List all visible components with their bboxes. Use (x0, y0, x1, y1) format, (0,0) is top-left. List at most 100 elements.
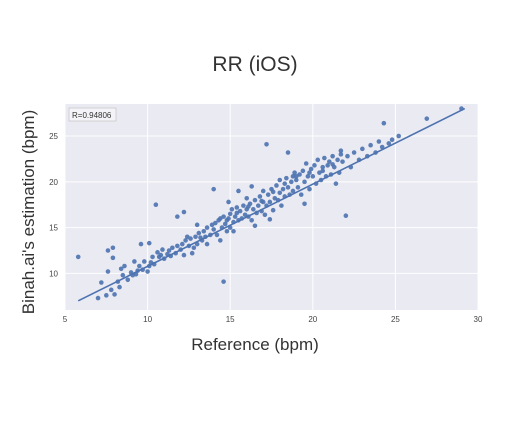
data-point (345, 153, 350, 159)
data-point (170, 245, 175, 251)
data-point (105, 269, 111, 274)
y-axis-label: Binah.ai's estimation (bpm) (19, 110, 38, 315)
data-point (150, 254, 155, 260)
data-point (232, 214, 238, 219)
data-point (338, 148, 344, 153)
data-point (175, 214, 180, 219)
data-point (244, 196, 250, 201)
data-point (191, 245, 197, 251)
data-point (284, 175, 289, 181)
data-point (118, 266, 124, 272)
data-point (255, 203, 261, 208)
data-point (292, 170, 297, 175)
data-point (214, 232, 220, 238)
chart-title: RR (iOS) (212, 53, 297, 76)
data-point (320, 168, 326, 174)
y-tick-label: 10 (49, 269, 58, 278)
y-tick-label: 15 (49, 224, 58, 233)
regression-line (77, 107, 466, 302)
x-tick-label: 30 (474, 315, 483, 324)
data-point (217, 238, 223, 243)
data-point (213, 220, 218, 226)
correlation-annotation: R=0.94806 (72, 111, 112, 120)
data-point (351, 150, 357, 155)
data-point (259, 198, 264, 204)
data-point (312, 163, 317, 168)
data-point (315, 157, 321, 163)
data-point (330, 153, 335, 159)
data-point (320, 164, 326, 170)
data-point (252, 197, 258, 203)
data-point (222, 221, 228, 227)
data-point (221, 279, 226, 284)
data-point (280, 186, 286, 192)
x-tick-label: 10 (143, 315, 152, 324)
data-point (333, 181, 339, 186)
data-point (112, 292, 117, 297)
data-point (236, 188, 241, 194)
data-point (270, 207, 276, 213)
data-point (396, 133, 402, 139)
data-point (267, 199, 273, 205)
data-point (368, 142, 373, 148)
data-point (145, 269, 150, 274)
data-point (335, 157, 340, 163)
data-point (290, 188, 296, 194)
data-point (379, 144, 385, 150)
data-point (260, 188, 266, 194)
y-tick-label: 25 (49, 132, 58, 141)
data-point (221, 214, 226, 219)
data-point (110, 255, 116, 261)
data-point (360, 146, 365, 152)
data-point (302, 201, 307, 207)
data-point (227, 211, 233, 217)
x-axis-label: Reference (bpm) (191, 335, 319, 354)
data-point (386, 141, 392, 146)
data-point (293, 174, 299, 179)
data-point (158, 252, 164, 258)
data-point (160, 247, 165, 252)
data-point (201, 228, 207, 234)
data-point (175, 243, 180, 249)
data-point (183, 238, 188, 243)
data-point (224, 217, 230, 223)
data-point (340, 159, 345, 164)
data-point (125, 277, 131, 283)
data-point (234, 210, 240, 216)
data-point (305, 174, 311, 179)
data-point (132, 259, 137, 264)
data-point (277, 190, 283, 196)
data-point (310, 174, 316, 179)
data-point (325, 163, 330, 168)
data-point (229, 206, 235, 212)
data-point (110, 245, 116, 251)
data-point (95, 295, 101, 301)
correlation-annotation-box (68, 107, 117, 122)
data-point (282, 181, 288, 186)
x-tick-labels: 5 10 15 20 25 30 (63, 315, 483, 324)
x-tick-label: 5 (63, 315, 68, 324)
data-point (146, 240, 152, 246)
x-tick-label: 15 (226, 315, 235, 324)
data-point (376, 139, 382, 144)
data-point (424, 116, 430, 121)
data-point (264, 141, 269, 147)
data-point (75, 254, 81, 260)
data-point (141, 259, 147, 264)
data-point (330, 162, 335, 167)
data-points (75, 106, 464, 301)
data-point (226, 199, 231, 205)
data-point (184, 234, 190, 240)
data-point (137, 263, 142, 269)
data-point (104, 293, 109, 298)
data-point (204, 225, 210, 230)
data-point (138, 241, 144, 247)
data-point (252, 223, 258, 229)
data-point (108, 287, 114, 293)
data-point (267, 217, 273, 222)
data-point (307, 170, 312, 175)
data-point (279, 203, 284, 208)
data-point (120, 272, 126, 278)
data-point (295, 185, 301, 190)
